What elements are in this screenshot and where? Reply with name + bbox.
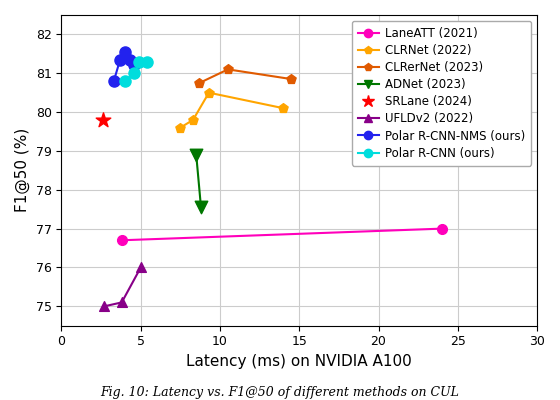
Y-axis label: F1@50 (%): F1@50 (%) [15,128,30,212]
Point [98,117,107,123]
Point [143,58,152,65]
X-axis label: Latency (ms) on NVIDIA A100: Latency (ms) on NVIDIA A100 [186,354,412,369]
Point [437,226,446,232]
Point [287,76,296,82]
Text: Fig. 10: Latency vs. F1@50 of different methods on CUL: Fig. 10: Latency vs. F1@50 of different … [101,386,459,399]
Point [136,264,145,271]
Point [134,58,143,65]
Point [197,204,206,210]
Point [120,78,129,84]
Point [125,56,134,63]
Point [192,152,200,158]
Point [204,90,213,96]
Point [117,299,126,306]
Point [176,124,185,131]
Point [195,80,204,86]
Point [117,237,126,244]
Point [189,117,198,123]
Point [130,62,139,69]
Point [109,78,118,84]
Point [223,66,232,72]
Point [279,105,288,112]
Point [130,70,139,76]
Point [116,56,125,63]
Point [100,303,109,310]
Legend: LaneATT (2021), CLRNet (2022), CLRerNet (2023), ADNet (2023), SRLane (2024), UFL: LaneATT (2021), CLRNet (2022), CLRerNet … [352,21,531,166]
Point [120,49,129,55]
